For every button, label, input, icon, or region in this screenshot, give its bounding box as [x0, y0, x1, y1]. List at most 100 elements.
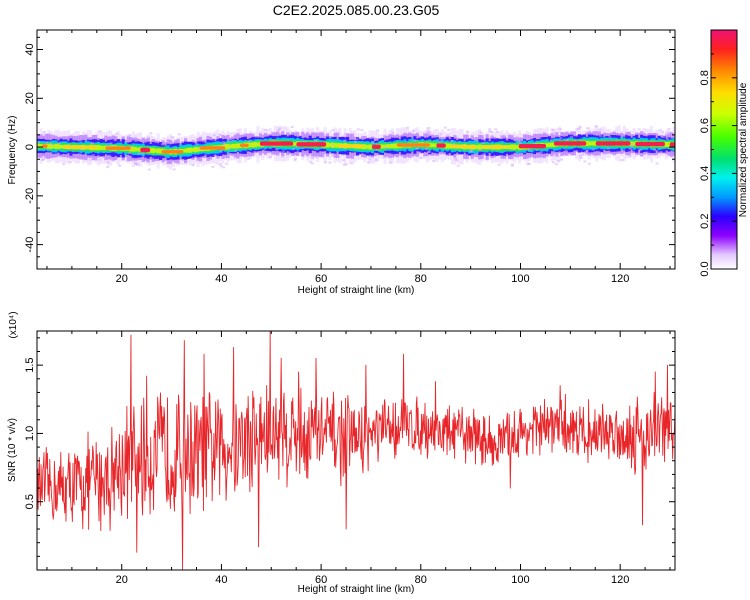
heat-speckle: [388, 161, 392, 164]
spectrogram-y-tick-label: 20: [24, 92, 36, 104]
heat-speckle: [638, 149, 642, 152]
heat-speckle: [604, 152, 608, 155]
heat-cell: [96, 145, 100, 151]
heat-speckle: [290, 125, 294, 128]
heat-speckle: [452, 143, 456, 146]
heat-speckle: [268, 151, 272, 154]
heat-cell: [49, 143, 53, 149]
heat-speckle: [218, 163, 222, 166]
spectrogram-panel: 20 40 60 80 100 120 -40 -20 0 20 40 Height of stra…: [7, 29, 676, 296]
heat-speckle: [454, 159, 458, 162]
heat-cell: [478, 144, 482, 150]
heat-peak: [296, 142, 327, 147]
heat-speckle: [331, 129, 335, 132]
snr-ticks: 20 40 60 80 100 120 0.5 1.0 1.5: [24, 331, 675, 586]
heat-speckle: [106, 161, 110, 164]
heat-cell: [159, 148, 163, 154]
heat-cell: [336, 143, 340, 148]
heat-speckle: [342, 163, 346, 166]
heat-speckle: [221, 141, 225, 144]
heat-cell: [510, 144, 514, 150]
heat-speckle: [385, 146, 389, 149]
heat-cell: [547, 142, 551, 148]
heat-speckle: [278, 127, 282, 130]
heat-speckle: [560, 158, 564, 161]
heat-speckle: [558, 128, 562, 131]
heat-cell: [256, 142, 260, 147]
heat-speckle: [620, 159, 624, 162]
heat-speckle: [406, 126, 410, 129]
heat-speckle: [630, 145, 634, 148]
heat-speckle: [247, 140, 251, 143]
heat-speckle: [658, 129, 662, 132]
heat-speckle: [294, 131, 298, 134]
heat-speckle: [595, 130, 599, 133]
heat-speckle: [37, 141, 41, 144]
colorbar-ticks: 0.0 0.2 0.4 0.6 0.8: [699, 53, 737, 277]
heat-speckle: [46, 152, 50, 155]
heat-peak: [553, 141, 587, 146]
snr-x-tick-label: 60: [315, 574, 327, 586]
heat-speckle: [598, 128, 602, 131]
heat-speckle: [667, 130, 671, 133]
spectrogram-peaks: [41, 141, 675, 154]
heat-speckle: [415, 147, 419, 150]
heat-speckle: [268, 155, 272, 158]
heat-speckle: [554, 154, 558, 157]
heat-speckle: [311, 156, 315, 159]
heat-speckle: [490, 134, 494, 137]
snr-x-tick-label: 100: [511, 574, 529, 586]
heat-speckle: [343, 135, 347, 138]
heat-speckle: [515, 137, 519, 140]
heat-peak: [450, 145, 477, 149]
spectrogram-x-tick-label: 60: [315, 273, 327, 285]
heat-speckle: [661, 136, 665, 139]
heat-speckle: [587, 162, 591, 165]
heat-speckle: [42, 158, 46, 161]
heat-speckle: [227, 148, 231, 151]
heat-peak: [371, 144, 381, 149]
heat-speckle: [315, 156, 319, 159]
heat-speckle: [93, 158, 97, 161]
heat-cell: [388, 144, 392, 149]
heat-speckle: [277, 129, 281, 132]
heat-speckle: [355, 138, 359, 141]
heat-cell: [545, 143, 549, 148]
heat-speckle: [427, 127, 431, 130]
heat-speckle: [322, 151, 326, 154]
heat-speckle: [647, 153, 651, 156]
heat-peak: [259, 141, 294, 146]
spectrogram-x-axis-label: Height of straight line (km): [298, 285, 415, 296]
heat-cell: [368, 144, 372, 150]
heat-speckle: [449, 140, 453, 143]
heat-peak: [161, 150, 184, 154]
heat-speckle: [133, 136, 137, 139]
heat-speckle: [353, 141, 357, 144]
heat-speckle: [447, 128, 451, 131]
heat-cell: [231, 143, 235, 149]
heat-speckle: [579, 156, 583, 159]
spectrogram-ticks: 20 40 60 80 100 120 -40 -20 0 20 40: [24, 30, 675, 285]
heat-speckle: [438, 140, 442, 143]
heat-speckle: [139, 139, 143, 142]
heat-speckle: [411, 129, 415, 132]
heat-peak: [140, 147, 151, 153]
spectrogram-y-tick-label: 40: [24, 43, 36, 55]
heat-cell: [37, 143, 41, 148]
heat-speckle: [551, 128, 555, 131]
heat-speckle: [253, 151, 257, 154]
heat-cell: [293, 142, 297, 146]
heat-speckle: [551, 161, 555, 164]
heat-speckle: [310, 162, 314, 165]
heat-speckle: [106, 154, 110, 157]
heat-speckle: [293, 157, 297, 160]
heat-cell: [590, 141, 594, 146]
heat-speckle: [344, 133, 348, 136]
heat-speckle: [469, 150, 473, 153]
heat-cell: [99, 145, 103, 150]
heat-speckle: [344, 163, 348, 166]
heat-speckle: [324, 134, 328, 137]
heat-speckle: [90, 142, 94, 145]
heat-speckle: [42, 131, 46, 134]
heat-peak: [482, 145, 509, 149]
